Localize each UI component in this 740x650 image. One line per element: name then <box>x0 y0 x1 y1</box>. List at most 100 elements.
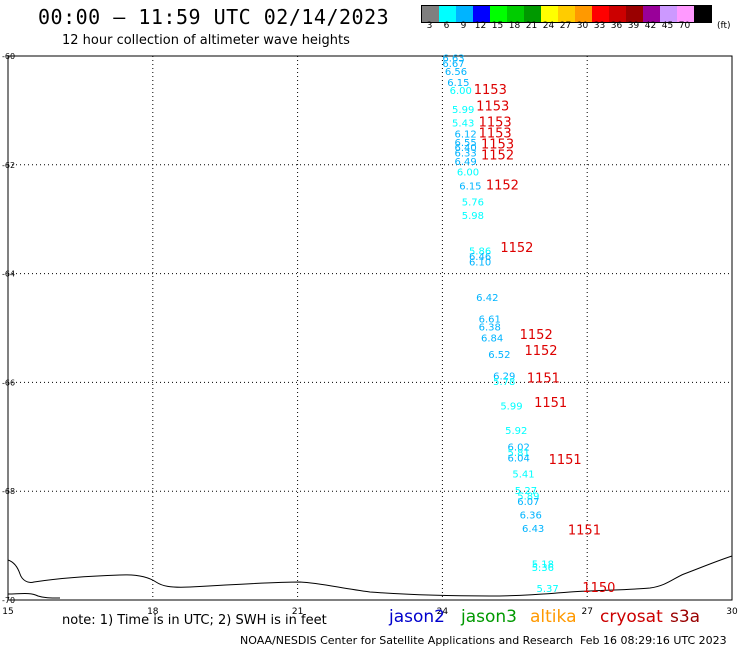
legend-label: 3 <box>426 21 433 31</box>
latitude-tick-label: -60 <box>2 52 15 61</box>
wave-height-label: 5.76 <box>462 198 484 209</box>
pass-time-label: 1151 <box>527 371 560 386</box>
longitude-tick-label: 21 <box>292 607 303 617</box>
wave-height-label: 6.15 <box>447 78 469 89</box>
latitude-tick-label: -64 <box>2 270 15 279</box>
wave-height-label: 6.12 <box>454 130 476 141</box>
page-subtitle: 12 hour collection of altimeter wave hei… <box>62 33 350 48</box>
pass-time-label: 1151 <box>568 524 601 539</box>
legend-swatch <box>609 6 626 22</box>
longitude-tick-label: 30 <box>726 607 738 617</box>
wave-height-label: 6.36 <box>520 510 542 521</box>
wave-height-label: 6.15 <box>459 181 481 192</box>
legend-label: 6 <box>443 21 450 31</box>
legend-swatch <box>507 6 524 22</box>
wave-height-label: 5.43 <box>452 119 474 130</box>
legend-swatch <box>677 6 694 22</box>
satellite-altika: altika <box>530 607 577 627</box>
pass-time-label: 1151 <box>549 453 582 468</box>
pass-time-label: 1152 <box>500 241 533 256</box>
wave-height-label: 6.61 <box>479 315 501 326</box>
legend-swatch <box>439 6 456 22</box>
legend-label: 33 <box>593 21 606 31</box>
legend-label: 15 <box>491 21 504 31</box>
wave-height-label: 6.38 <box>479 323 501 334</box>
wave-height-label: 6.02 <box>508 442 530 453</box>
wave-height-label: 6.67 <box>442 59 464 70</box>
wave-height-label: 6.49 <box>454 157 476 168</box>
wave-height-label: 6.00 <box>450 86 472 97</box>
wave-height-label: 6.84 <box>481 334 503 345</box>
pass-time-label: 1150 <box>582 581 615 596</box>
wave-height-label: 5.99 <box>452 105 474 116</box>
legend-label: 9 <box>460 21 467 31</box>
latitude-tick-label: -68 <box>2 487 15 496</box>
wave-height-label: 6.63 <box>442 53 464 64</box>
wave-height-label: 6.40 <box>454 143 476 154</box>
satellite-cryosat: cryosat <box>600 607 663 627</box>
satellite-s3a: s3a <box>670 607 701 627</box>
legend-swatch <box>626 6 643 22</box>
wave-height-label: 5.41 <box>512 470 534 481</box>
pass-time-label: 1151 <box>534 396 567 411</box>
pass-time-label: 1152 <box>486 178 519 193</box>
wave-height-label: 6.46 <box>469 252 491 263</box>
wave-height-label: 5.98 <box>462 211 484 222</box>
wave-height-label: 6.07 <box>517 497 539 508</box>
pass-time-label: 1153 <box>476 99 509 114</box>
legend-label: 45 <box>661 21 674 31</box>
legend-swatch <box>541 6 558 22</box>
longitude-tick-label: 27 <box>581 607 592 617</box>
wave-height-label: 6.52 <box>488 350 510 361</box>
wave-height-label: 6.42 <box>476 293 498 304</box>
pass-time-label: 1153 <box>479 116 512 131</box>
wave-height-label: 5.37 <box>537 584 559 595</box>
pass-time-label: 1152 <box>524 344 557 359</box>
wave-height-label: 6.56 <box>445 67 467 78</box>
wave-height-label: 6.29 <box>493 372 515 383</box>
timestamp-text: Feb 16 08:29:16 UTC 2023 <box>580 634 727 647</box>
legend-swatch <box>490 6 507 22</box>
wave-height-label: 6.10 <box>469 257 491 268</box>
longitude-tick-label: 24 <box>437 607 449 617</box>
legend-unit: (ft) <box>717 21 731 31</box>
longitude-tick-label: 18 <box>147 607 159 617</box>
pass-time-label: 1153 <box>481 137 514 152</box>
pass-time-label: 1152 <box>520 328 553 343</box>
pass-time-label: 1153 <box>479 127 512 142</box>
footer-note: note: 1) Time is in UTC; 2) SWH is in fe… <box>62 613 327 628</box>
wave-height-label: 5.36 <box>532 563 554 574</box>
legend-swatch <box>422 6 439 22</box>
legend-swatch <box>694 6 711 22</box>
color-legend <box>421 5 712 23</box>
wave-height-label: 6.55 <box>454 138 476 149</box>
wave-height-label: 6.43 <box>522 524 544 535</box>
satellite-jason2: jason2 <box>389 607 445 627</box>
legend-label: 36 <box>610 21 623 31</box>
legend-label: 21 <box>525 21 538 31</box>
wave-height-label: 5.89 <box>517 491 539 502</box>
legend-label: 27 <box>559 21 572 31</box>
legend-label: 18 <box>508 21 521 31</box>
coastline <box>7 555 733 597</box>
coastline <box>7 593 61 599</box>
legend-swatch <box>575 6 592 22</box>
wave-height-label: 5.81 <box>508 448 530 459</box>
legend-label: 24 <box>542 21 555 31</box>
legend-label: 42 <box>644 21 657 31</box>
satellite-jason3: jason3 <box>461 607 517 627</box>
longitude-tick-label: 15 <box>2 607 13 617</box>
legend-swatch <box>558 6 575 22</box>
legend-swatch <box>592 6 609 22</box>
pass-time-label: 1152 <box>481 148 514 163</box>
wave-height-label: 5.18 <box>532 559 554 570</box>
map-frame <box>7 55 733 601</box>
legend-label: 39 <box>627 21 640 31</box>
wave-height-label: 5.27 <box>515 486 537 497</box>
legend-label: 30 <box>576 21 589 31</box>
pass-time-label: 1153 <box>474 83 507 98</box>
legend-label: 70 <box>678 21 691 31</box>
wave-height-label: 5.86 <box>469 247 491 258</box>
color-legend-labels: 3 6 9 12 15 18 21 24 27 30 33 36 39 42 45 70 <box>421 21 710 31</box>
